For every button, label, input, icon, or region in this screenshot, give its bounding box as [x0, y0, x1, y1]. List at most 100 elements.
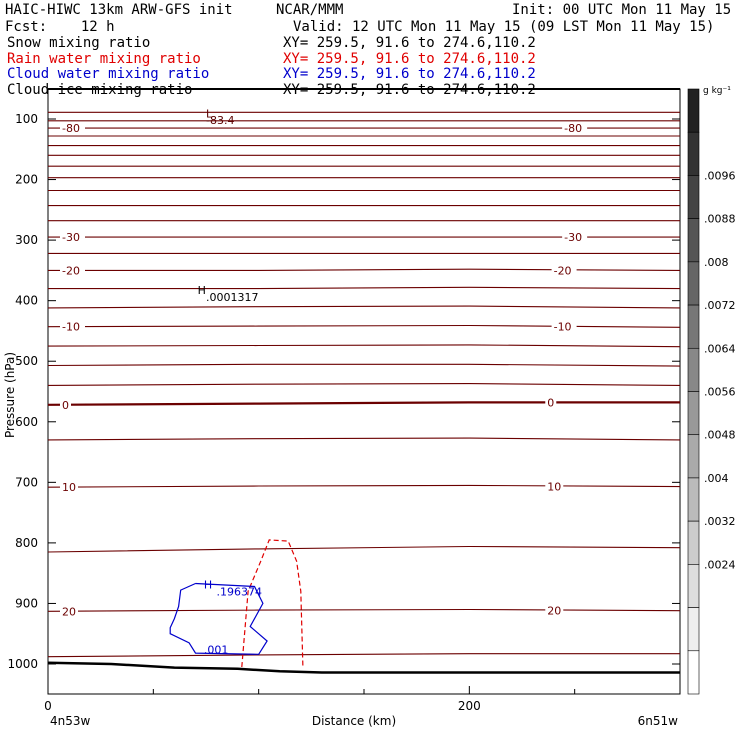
contour-label-bg-11 [60, 231, 85, 244]
colorbar-cell-7 [687, 391, 700, 436]
y-axis-label: Pressure (hPa) [3, 352, 17, 438]
annotation-0: L [206, 108, 213, 121]
org-label: NCAR/MMM [276, 2, 344, 18]
temperature-contour-18 [47, 363, 681, 367]
forecast-hour: Fcst: 12 h [5, 19, 115, 35]
colorbar-level-7: .004 [704, 472, 729, 485]
contour-label-right-bg-3 [551, 320, 577, 333]
contour-label-right-bg-6 [545, 604, 564, 617]
colorbar-level-3: .0072 [704, 299, 736, 312]
contour-label-right-2: -20 [554, 264, 572, 277]
colorbar-level-2: .008 [704, 256, 729, 269]
colorbar-level-6: .0048 [704, 429, 736, 442]
y-tick-label-0: 100 [15, 112, 38, 126]
colorbar-cell-1 [687, 131, 700, 176]
annotation-1: -83.4 [206, 114, 234, 127]
colorbar-cell-2 [687, 175, 700, 219]
contour-label-right-4: 0 [547, 396, 554, 409]
y-tick-label-3: 400 [15, 294, 38, 308]
colorbar-level-9: .0024 [704, 558, 736, 571]
colorbar-level-5: .0056 [704, 386, 736, 399]
contour-label-right-0: -80 [564, 122, 582, 135]
contour-label-bg-20 [60, 398, 71, 411]
field-xy-1: XY= 259.5, 91.6 to 274.6,110.2 [283, 50, 536, 67]
annotation-4: H [204, 579, 212, 592]
contour-label-bg-16 [60, 320, 85, 333]
colorbar-cell-9 [687, 477, 700, 522]
contour-label-left-16: -10 [62, 321, 80, 334]
colorbar-level-0: .0096 [704, 169, 736, 182]
x-right-endpoint: 6n51w [638, 714, 679, 728]
temperature-contour-23 [47, 545, 681, 553]
colorbar-cell-11 [687, 564, 700, 608]
temperature-contour-19 [47, 383, 681, 386]
valid-time: Valid: 12 UTC Mon 11 May 15 (09 LST Mon … [293, 19, 715, 35]
temperature-contour-24 [47, 608, 681, 612]
cloud-water-contour [169, 582, 268, 655]
contour-label-bg-2 [60, 122, 85, 135]
colorbar-level-1: .0088 [704, 213, 736, 226]
temperature-contour-13 [48, 268, 681, 271]
colorbar-cell-0 [687, 88, 700, 133]
colorbar-level-4: .0064 [704, 342, 736, 355]
annotation-6: .001 [204, 643, 229, 656]
contour-label-bg-13 [60, 264, 85, 277]
colorbar-cell-5 [687, 304, 700, 349]
y-tick-label-4: 500 [15, 354, 38, 368]
field-xy-2: XY= 259.5, 91.6 to 274.6,110.2 [283, 66, 536, 82]
colorbar-cell-3 [687, 218, 700, 263]
y-tick-label-8: 900 [15, 596, 38, 610]
colorbar-cell-13 [687, 650, 700, 695]
contour-label-right-bg-5 [545, 480, 564, 493]
colorbar-level-8: .0032 [704, 515, 736, 528]
field-name-0: Snow mixing ratio [7, 35, 151, 51]
contour-label-right-6: 20 [547, 605, 561, 618]
temperature-contour-16 [47, 324, 681, 328]
y-tick-label-5: 600 [15, 415, 38, 429]
annotation-5: .196374 [217, 585, 262, 598]
contour-label-left-22: 10 [62, 481, 76, 494]
x-left-endpoint: 4n53w [50, 714, 91, 728]
x-tick-label-1: 200 [458, 699, 481, 713]
temperature-contour-15 [47, 305, 681, 309]
field-name-1: Rain water mixing ratio [7, 50, 201, 67]
x-tick-label-0: 0 [44, 699, 52, 713]
contour-label-right-3: -10 [554, 321, 572, 334]
annotation-2: H [198, 284, 206, 297]
y-tick-label-1: 200 [15, 173, 38, 187]
temperature-contour-22 [47, 484, 681, 488]
y-tick-label-6: 700 [15, 475, 38, 489]
y-tick-label-7: 800 [15, 536, 38, 550]
rain-water-contour [241, 539, 304, 668]
contour-label-left-11: -30 [62, 231, 80, 244]
model-title: HAIC-HIWC 13km ARW-GFS init [5, 2, 233, 18]
plot-frame [47, 88, 681, 695]
temperature-contour-21 [47, 437, 681, 441]
colorbar-cell-4 [687, 261, 700, 306]
terrain-line [47, 661, 680, 674]
contour-label-right-bg-2 [551, 264, 577, 277]
field-xy-0: XY= 259.5, 91.6 to 274.6,110.2 [283, 35, 536, 51]
contour-label-right-1: -30 [564, 231, 582, 244]
contour-label-left-2: -80 [62, 122, 80, 135]
contour-label-bg-22 [60, 481, 78, 494]
temperature-contour-14 [48, 286, 681, 290]
y-tick-label-9: 1000 [7, 657, 38, 671]
colorbar-cell-6 [687, 347, 700, 392]
colorbar-cell-8 [687, 434, 700, 479]
colorbar-cell-12 [687, 607, 700, 652]
y-tick-label-2: 300 [15, 233, 38, 247]
temperature-contour-17 [47, 344, 681, 348]
contour-label-left-13: -20 [62, 264, 80, 277]
colorbar-unit: g kg⁻¹ [703, 86, 731, 96]
temperature-contour-25 [47, 653, 680, 658]
contour-label-right-bg-0 [562, 122, 588, 135]
contour-label-right-bg-1 [562, 231, 588, 244]
contour-label-right-bg-4 [545, 396, 557, 409]
x-axis-label: Distance (km) [312, 714, 396, 728]
contour-label-bg-24 [60, 605, 78, 618]
init-time: Init: 00 UTC Mon 11 May 15 [512, 2, 732, 18]
colorbar-cell-10 [687, 520, 700, 565]
contour-label-left-24: 20 [62, 605, 76, 618]
